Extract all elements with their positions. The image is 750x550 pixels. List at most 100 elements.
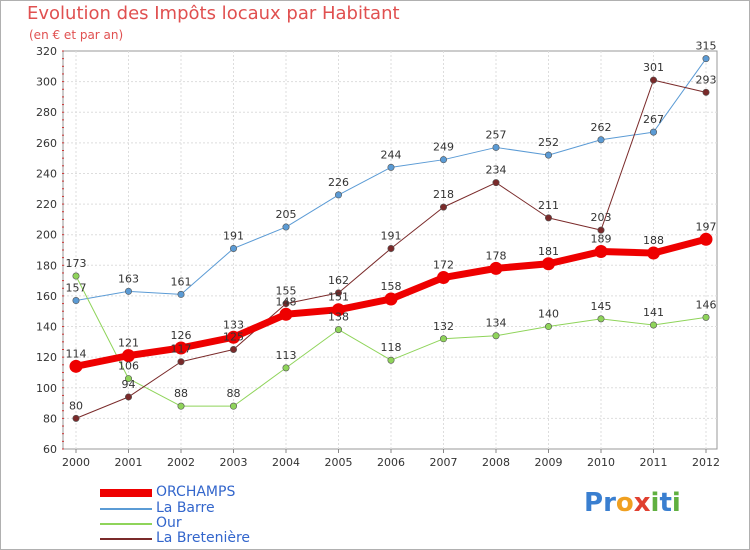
data-label-our: 140 (538, 308, 559, 321)
y-tick-label: 60 (43, 443, 57, 456)
data-point-la-barre (649, 128, 657, 136)
y-tick-label: 80 (43, 412, 57, 425)
x-tick-label: 2000 (62, 456, 90, 469)
y-tick-label: 300 (36, 76, 57, 89)
data-point-la-barre (439, 156, 447, 164)
data-point-la-barre (125, 287, 133, 295)
data-label-la-barre: 262 (591, 121, 612, 134)
data-label-our: 132 (433, 320, 454, 333)
data-point-orchamps (384, 292, 398, 306)
data-point-la-breteni-re (544, 214, 552, 222)
y-tick-label: 140 (36, 321, 57, 334)
data-label-la-barre: 244 (381, 148, 402, 161)
data-point-la-breteni-re (439, 203, 447, 211)
logo-letter: x (633, 488, 651, 518)
logo-letter: i (671, 488, 681, 518)
data-point-our (334, 326, 342, 334)
data-point-our (72, 272, 80, 280)
data-label-orchamps: 158 (381, 280, 402, 293)
data-label-la-breteni-re: 218 (433, 188, 454, 201)
data-point-orchamps (647, 246, 660, 260)
x-tick-label: 2012 (692, 456, 720, 469)
data-point-our (492, 332, 500, 340)
data-point-la-barre (702, 55, 710, 63)
legend-swatch (100, 523, 152, 525)
data-label-la-barre: 252 (538, 136, 559, 149)
data-point-our (387, 356, 395, 364)
data-label-orchamps: 178 (486, 249, 507, 262)
x-tick-label: 2002 (167, 456, 195, 469)
data-point-orchamps (594, 245, 608, 259)
data-label-la-barre: 205 (276, 208, 297, 221)
data-point-orchamps (489, 261, 503, 275)
x-tick-label: 2001 (115, 456, 143, 469)
data-point-la-breteni-re (649, 76, 657, 84)
data-label-orchamps: 197 (696, 220, 717, 233)
data-label-orchamps: 151 (328, 291, 349, 304)
chart-subtitle: (en € et par an) (29, 28, 124, 42)
data-label-la-barre: 163 (118, 272, 139, 285)
data-label-our: 173 (66, 257, 87, 270)
data-label-our: 106 (118, 360, 139, 373)
data-label-la-breteni-re: 301 (643, 61, 664, 74)
x-tick-label: 2007 (430, 456, 458, 469)
data-label-orchamps: 133 (223, 318, 244, 331)
data-label-la-barre: 249 (433, 141, 454, 154)
data-label-orchamps: 181 (538, 245, 559, 258)
data-point-our (282, 364, 290, 372)
y-tick-label: 240 (36, 167, 57, 180)
legend-label: La Barre (156, 500, 215, 516)
data-label-orchamps: 188 (643, 234, 664, 247)
x-tick-label: 2008 (482, 456, 510, 469)
data-point-la-barre (544, 151, 552, 159)
data-point-la-barre (72, 297, 80, 305)
data-point-our (125, 375, 133, 383)
y-tick-label: 200 (36, 229, 57, 242)
data-point-orchamps (279, 307, 293, 321)
data-point-la-breteni-re (282, 300, 290, 308)
data-label-our: 88 (227, 387, 241, 400)
data-point-our (649, 321, 657, 329)
data-point-orchamps (174, 341, 188, 355)
logo-letter: i (650, 488, 660, 518)
data-label-la-barre: 191 (223, 229, 244, 242)
data-label-la-breteni-re: 203 (591, 211, 612, 224)
data-label-la-barre: 257 (486, 128, 507, 141)
data-point-orchamps (699, 232, 713, 246)
data-label-la-barre: 315 (696, 40, 717, 53)
data-point-la-barre (597, 136, 605, 144)
data-label-la-breteni-re: 117 (171, 343, 192, 356)
data-point-la-breteni-re (492, 179, 500, 187)
x-tick-label: 2003 (220, 456, 248, 469)
y-tick-label: 120 (36, 351, 57, 364)
x-tick-label: 2010 (587, 456, 615, 469)
data-point-our (544, 323, 552, 331)
legend-label: La Bretenière (156, 530, 251, 546)
data-label-la-breteni-re: 94 (122, 378, 136, 391)
data-label-la-barre: 161 (171, 275, 192, 288)
data-label-la-breteni-re: 155 (276, 285, 297, 298)
x-tick-label: 2011 (640, 456, 668, 469)
legend-swatch (100, 508, 152, 510)
data-point-la-breteni-re (334, 289, 342, 297)
data-point-la-barre (492, 143, 500, 151)
data-point-orchamps (69, 359, 83, 373)
data-point-la-breteni-re (177, 358, 185, 366)
data-point-la-breteni-re (597, 226, 605, 234)
y-tick-label: 160 (36, 290, 57, 303)
y-tick-label: 180 (36, 259, 57, 272)
data-point-our (702, 313, 710, 321)
data-point-la-breteni-re (72, 414, 80, 422)
x-tick-label: 2009 (535, 456, 563, 469)
data-label-our: 138 (328, 311, 349, 324)
data-label-orchamps: 189 (591, 233, 612, 246)
data-point-la-breteni-re (387, 244, 395, 252)
y-tick-label: 260 (36, 137, 57, 150)
y-tick-label: 320 (36, 45, 57, 58)
data-point-our (177, 402, 185, 410)
data-label-la-breteni-re: 162 (328, 274, 349, 287)
data-point-la-barre (387, 163, 395, 171)
legend-swatch (100, 538, 152, 540)
data-point-orchamps (332, 303, 345, 317)
data-label-la-breteni-re: 125 (223, 331, 244, 344)
